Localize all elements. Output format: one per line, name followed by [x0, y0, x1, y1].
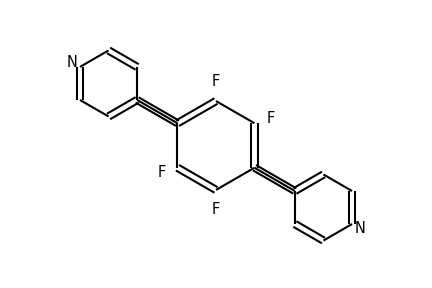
Text: F: F: [212, 202, 220, 217]
Text: F: F: [157, 165, 165, 180]
Text: F: F: [212, 74, 220, 89]
Text: F: F: [267, 111, 275, 126]
Text: N: N: [67, 55, 77, 70]
Text: N: N: [355, 221, 365, 236]
